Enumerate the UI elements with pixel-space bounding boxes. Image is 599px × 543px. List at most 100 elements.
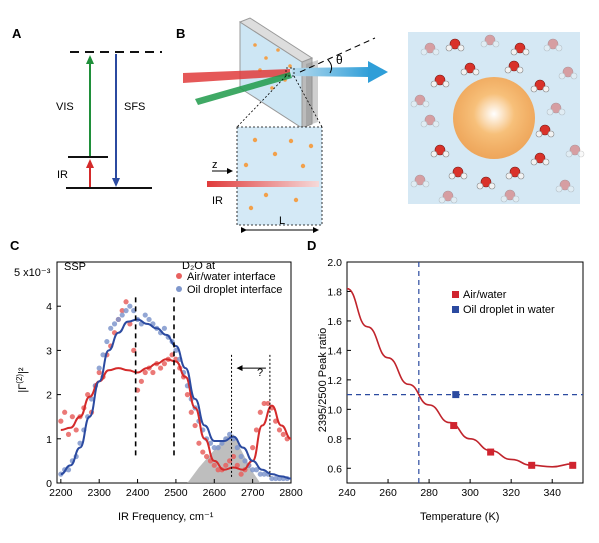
z-label: z [212, 159, 218, 171]
water-molecule [504, 60, 524, 74]
x-tick-label-d: 260 [379, 487, 397, 499]
hydrogen-atom [547, 130, 555, 138]
oil-droplet-point [100, 352, 106, 358]
water-molecule [543, 38, 563, 52]
hydrogen-atom [512, 195, 520, 203]
question-mark: ? [257, 367, 263, 379]
water-molecule [448, 166, 468, 180]
y-axis-label: |Γ(2)|² [15, 367, 29, 393]
x-axis-label-c: IR Frequency, cm⁻¹ [118, 511, 214, 523]
y-tick-label-d: 1.0 [327, 404, 342, 416]
y-tick-label-c: 3 [46, 345, 52, 357]
water-molecule [535, 124, 555, 138]
air-water-point [223, 462, 229, 468]
vis-arrowhead [86, 55, 94, 64]
panel-c: C 5 x10⁻³ |Γ(2)|² 2200 2300 2400 2500 2600 27… [10, 238, 303, 523]
oil-droplet-point [261, 471, 267, 477]
sfs-label: SFS [124, 101, 145, 113]
hydrogen-atom [558, 72, 566, 80]
x-tick-label-c: 2700 [241, 487, 265, 499]
legend-air-water-label: Air/water [463, 289, 507, 301]
ir-arrowhead [86, 159, 94, 168]
oxygen-atom [442, 190, 454, 202]
oxygen-atom [504, 189, 516, 201]
y-tick-label-d: 0.8 [327, 434, 342, 446]
water-molecule [546, 102, 566, 116]
x-tick-label-d: 280 [420, 487, 438, 499]
oxygen-atom [509, 166, 521, 178]
legend-c: Air/water interface Oil droplet interfac… [176, 271, 282, 296]
air-water-point [119, 308, 125, 314]
y-tick-label-c: 2 [46, 390, 52, 402]
legend-oil-label: Oil droplet interface [187, 284, 282, 296]
air-water-point [62, 409, 68, 415]
oxygen-atom [547, 38, 559, 50]
hydrogen-atom [542, 85, 550, 93]
oil-droplet-point [142, 312, 148, 318]
air-water-point [234, 462, 240, 468]
hydrogen-atom [460, 68, 468, 76]
hydrogen-atom [546, 108, 554, 116]
hydrogen-atom [488, 182, 496, 190]
hydrogen-atom [570, 72, 578, 80]
ir-beam-zoom [207, 181, 319, 187]
oxygen-atom [562, 66, 574, 78]
sfs-beam-arrowhead [368, 61, 388, 83]
water-molecule [430, 74, 450, 88]
oil-droplet-point [257, 471, 263, 477]
water-molecule [460, 62, 480, 76]
oxygen-atom [452, 166, 464, 178]
visible-beam [195, 72, 292, 105]
x-tick-label-d: 340 [543, 487, 561, 499]
hydrogen-atom [555, 44, 563, 52]
hydrogen-atom [430, 150, 438, 158]
oxygen-atom [424, 114, 436, 126]
zoom-line-right [293, 75, 323, 128]
oil-droplet-point [452, 391, 460, 399]
y-tick-label-d: 1.4 [327, 345, 342, 357]
oxygen-atom [434, 144, 446, 156]
oxygen-atom [480, 176, 492, 188]
legend-title: D₂O at [182, 260, 215, 272]
air-water-point [276, 427, 283, 433]
oxygen-atom [559, 179, 571, 191]
y-axis-label-d: 2395/2500 Peak ratio [317, 328, 329, 433]
hydrogen-atom [422, 180, 430, 188]
oil-droplet-point [234, 445, 240, 451]
oxygen-atom [508, 60, 520, 72]
oil-droplet-point [273, 475, 279, 482]
oil-droplet-point [146, 316, 152, 323]
water-molecule [438, 190, 458, 204]
air-water-point [157, 365, 164, 371]
water-molecule [565, 144, 585, 158]
y-tick-label-c: 0 [46, 478, 52, 490]
water-molecule [420, 42, 440, 56]
oil-droplet-point [238, 453, 244, 460]
oil-droplet-point [161, 325, 168, 331]
legend-air-water-marker [452, 291, 459, 298]
panel-a: A VIS SFS IR [12, 26, 162, 189]
panel-c-letter: C [10, 238, 20, 253]
oxygen-atom [514, 42, 526, 54]
air-water-point [261, 400, 267, 407]
hydrogen-atom [442, 80, 450, 88]
panel-b-letter: B [176, 26, 185, 41]
oil-droplet-point [111, 321, 118, 327]
hydrogen-atom [530, 85, 538, 93]
chart-c-plot-area: 2200 2300 2400 2500 2600 2700 2800 0 1 2 3 4 [46, 261, 303, 499]
air-water-point [211, 462, 217, 468]
l-label: L [279, 215, 285, 227]
air-water-point [238, 471, 244, 477]
air-water-point [184, 392, 191, 398]
water-molecule [480, 34, 500, 48]
hydrogen-atom [480, 40, 488, 48]
y-tick-label-c: 4 [46, 301, 52, 313]
hydrogen-atom [542, 158, 550, 166]
oxygen-atom [424, 42, 436, 54]
hydrogen-atom [420, 48, 428, 56]
air-water-point [142, 369, 148, 376]
water-molecule [420, 114, 440, 128]
air-water-point [569, 461, 577, 469]
oxygen-atom [464, 62, 476, 74]
